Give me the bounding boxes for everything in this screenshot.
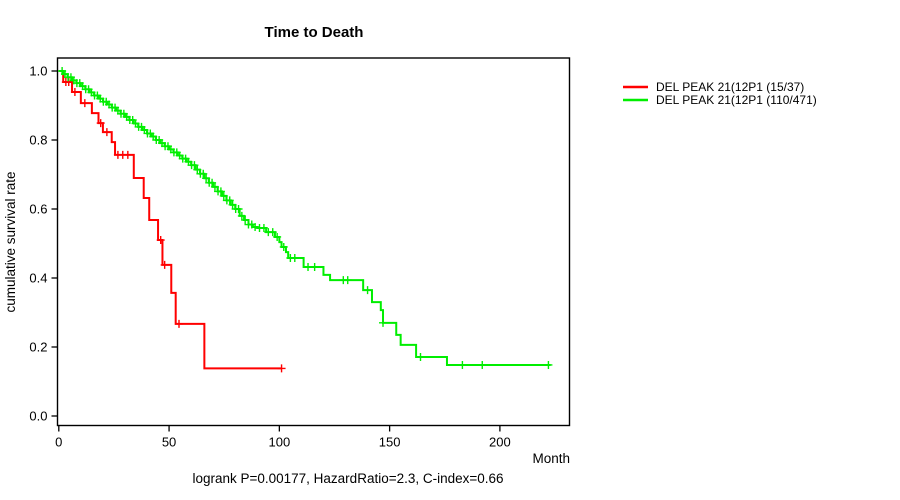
censor-mark-green [310,262,319,271]
x-axis-label: Month [532,451,570,466]
censor-mark-green [219,191,228,200]
censor-mark-red [175,319,183,328]
legend: DEL PEAK 21(12P1 (15/37) DEL PEAK 21(12P… [623,80,817,107]
x-tick-label: 200 [489,435,511,450]
censor-mark-green [363,286,372,295]
y-axis-ticks: 0.0 0.2 0.4 0.6 0.8 1.0 [29,64,58,424]
censor-mark-green [343,276,352,285]
survival-curve-green [58,70,551,366]
x-tick-label: 50 [162,435,176,450]
x-tick-label: 150 [379,435,401,450]
censor-mark-green [544,360,553,369]
x-tick-label: 100 [268,435,290,450]
y-tick-label: 1.0 [29,64,47,79]
censor-mark-green [259,223,268,232]
censor-mark-green [202,174,211,183]
censor-mark-green [251,222,260,231]
plot-border [56,57,571,427]
censor-mark-green [225,196,234,205]
survival-curves [58,67,553,373]
censor-mark-green [210,182,219,191]
censor-mark-green [458,360,467,369]
censor-mark-green [279,242,288,251]
censor-mark-green [190,161,199,170]
censor-mark-red [160,260,169,269]
censor-mark-green [216,187,225,196]
censor-mark-green [237,211,246,220]
censor-mark-green [273,232,282,241]
censor-mark-red [80,99,89,108]
censor-mark-green [234,205,243,213]
legend-label-red: DEL PEAK 21(12P1 (15/37) [656,80,804,94]
censor-mark-red [70,88,79,97]
censor-mark-green [193,165,202,174]
y-axis-label: cumulative survival rate [3,171,18,312]
censor-mark-green [268,228,277,237]
y-tick-label: 0.6 [29,202,47,217]
y-tick-label: 0.4 [29,271,47,286]
y-tick-label: 0.0 [29,409,47,424]
censor-mark-green [199,169,208,178]
censor-mark-red [277,364,286,373]
y-tick-label: 0.8 [29,133,47,148]
censor-mark-red [156,236,165,245]
censor-mark-green [228,200,237,209]
censor-mark-green [290,253,299,262]
x-tick-label: 0 [55,435,62,450]
censor-mark-green [208,178,217,187]
legend-label-green: DEL PEAK 21(12P1 (110/471) [656,93,817,107]
censor-mark-green [478,360,487,369]
censor-mark-red [123,150,132,159]
censor-mark-green [241,216,250,225]
stats-annotation: logrank P=0.00177, HazardRatio=2.3, C-in… [192,471,503,486]
x-axis-ticks: 0 50 100 150 200 [55,425,511,450]
censor-mark-green [416,353,425,362]
y-tick-label: 0.2 [29,340,47,355]
censor-mark-green [379,318,388,327]
censor-mark-red [96,119,105,128]
censor-mark-red [102,128,111,137]
chart-title: Time to Death [265,24,364,41]
